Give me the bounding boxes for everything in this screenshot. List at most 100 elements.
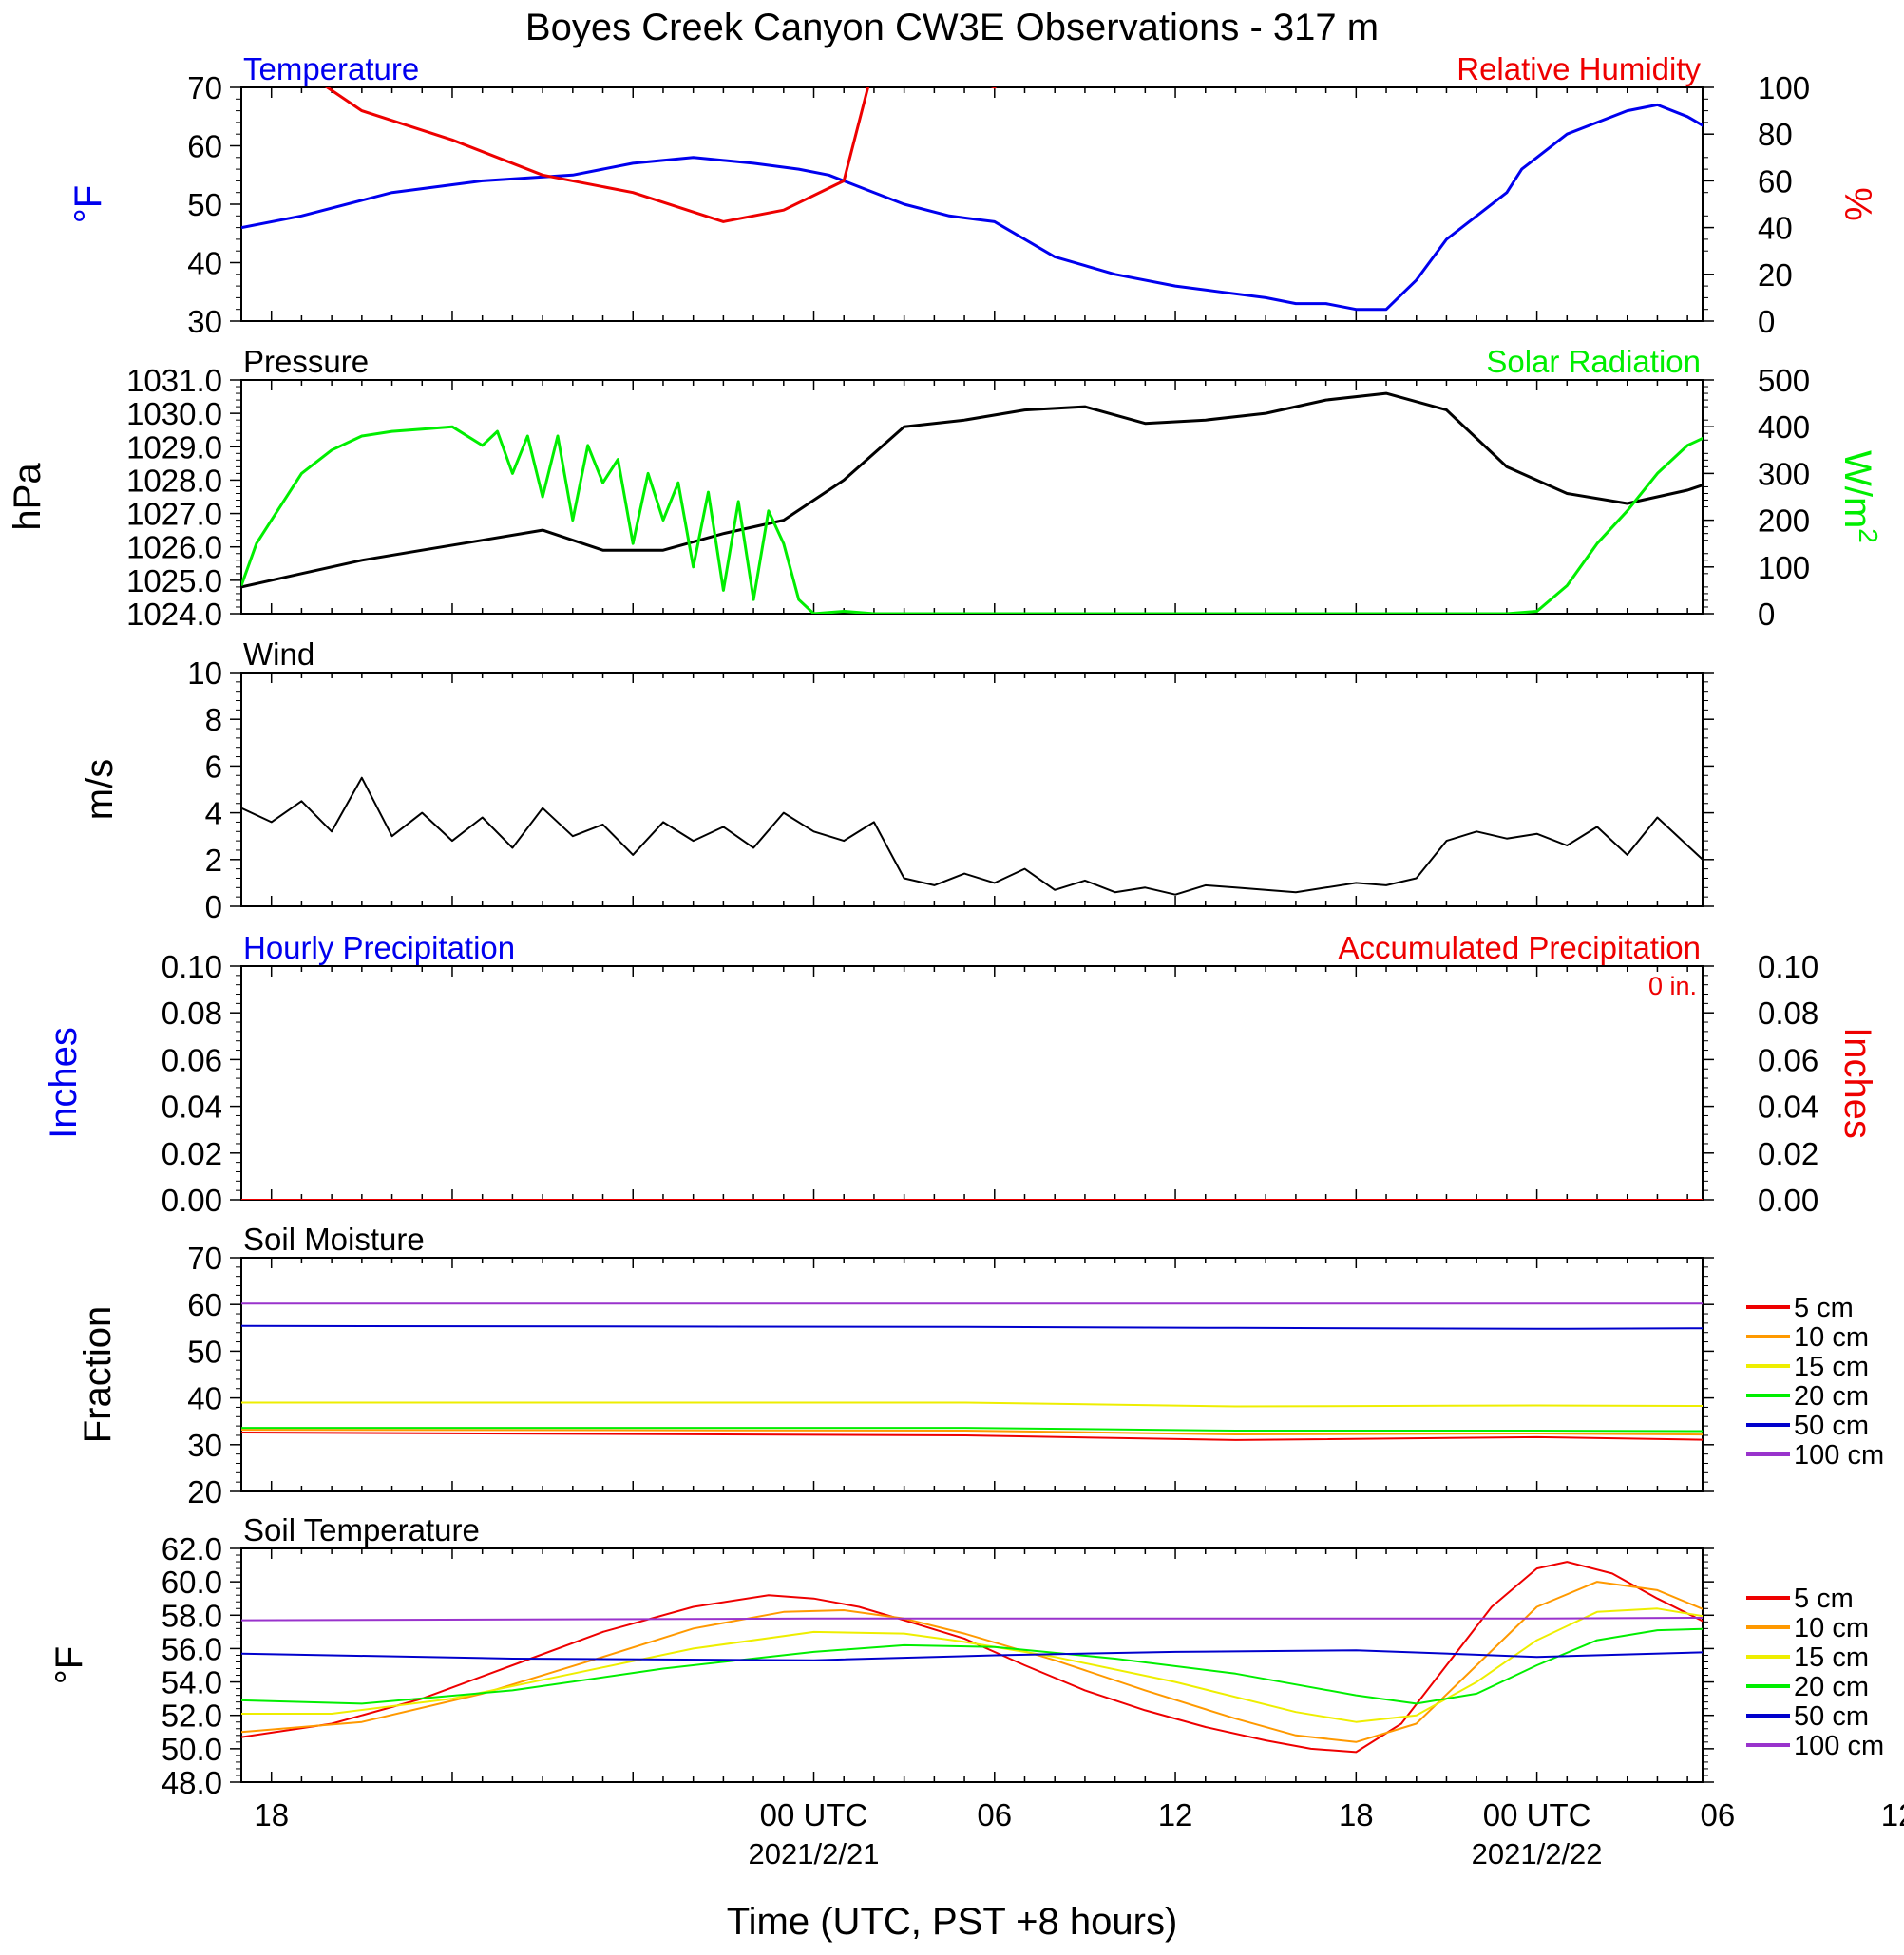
series-group xyxy=(241,776,1703,896)
legend-label: 20 cm xyxy=(1794,1672,1869,1702)
y-tick-label: 62.0 xyxy=(162,1531,222,1566)
series-group xyxy=(241,87,1703,312)
y-axis-label-left: Fraction xyxy=(77,1306,119,1444)
y-right-tick-label: 0 xyxy=(1758,597,1775,632)
legend-label: 10 cm xyxy=(1794,1322,1869,1353)
series-group xyxy=(241,1561,1703,1754)
y-tick-label: 0.08 xyxy=(162,996,222,1031)
panel-title-left: Soil Temperature xyxy=(243,1512,480,1547)
panel-title-left: Wind xyxy=(243,636,314,672)
y-tick-label: 2 xyxy=(205,843,222,878)
legend-label: 15 cm xyxy=(1794,1352,1869,1382)
y-right-tick-label: 300 xyxy=(1758,456,1810,491)
y-right-tick-label: 60 xyxy=(1758,163,1793,199)
y-right-tick-label: 0.06 xyxy=(1758,1042,1818,1077)
y-tick-label: 30 xyxy=(187,1428,222,1463)
y-axis-label-right: Inches xyxy=(1837,1027,1878,1139)
y-tick-label: 1028.0 xyxy=(126,463,222,498)
y-tick-label: 8 xyxy=(205,702,222,737)
x-tick-date: 2021/2/21 xyxy=(749,1837,880,1870)
legend-label: 50 cm xyxy=(1794,1411,1869,1441)
y-right-tick-label: 100 xyxy=(1758,70,1810,105)
y-tick-label: 60.0 xyxy=(162,1565,222,1600)
y-tick-label: 40 xyxy=(187,246,222,281)
plot-frame xyxy=(240,672,1704,907)
panel-title-left: Hourly Precipitation xyxy=(243,930,515,965)
legend-label: 20 cm xyxy=(1794,1381,1869,1412)
series-line-20-cm xyxy=(241,1427,1703,1433)
panel-precip: 0.00 0.02 0.04 0.06 0.08 0.10 0.00 0.02 0.04 0.06… xyxy=(43,930,1878,1218)
y-right-tick-label: 0 xyxy=(1758,304,1775,339)
series-line-5-cm xyxy=(241,1432,1703,1441)
y-tick-label: 48.0 xyxy=(162,1765,222,1800)
y-tick-label: 52.0 xyxy=(162,1699,222,1734)
y-tick-label: 56.0 xyxy=(162,1631,222,1666)
y-right-tick-label: 0.00 xyxy=(1758,1183,1818,1218)
series-line-50-cm xyxy=(241,1324,1703,1330)
y-right-tick-label: 200 xyxy=(1758,503,1810,539)
series-line-15-cm xyxy=(241,1607,1703,1723)
y-axis-label-right: W/m2 xyxy=(1837,450,1884,543)
y-axis-label-left: °F xyxy=(48,1646,90,1684)
y-tick-label: 6 xyxy=(205,749,222,784)
x-tick-label: 18 xyxy=(1339,1797,1374,1832)
panel-soil_moisture: 20 30 40 50 60 70 Soil Moisture Fraction 5 cm10 … xyxy=(77,1222,1884,1509)
y-tick-label: 0.10 xyxy=(162,949,222,984)
y-tick-label: 10 xyxy=(187,655,222,691)
y-tick-label: 1026.0 xyxy=(126,530,222,565)
x-tick-label: 00 UTC xyxy=(1483,1797,1591,1832)
y-tick-label: 70 xyxy=(187,70,222,105)
y-right-tick-label: 0.08 xyxy=(1758,996,1818,1031)
y-tick-label: 1031.0 xyxy=(126,363,222,398)
x-tick-date: 2021/2/22 xyxy=(1472,1837,1603,1870)
legend-label: 100 cm xyxy=(1794,1440,1884,1471)
y-right-tick-label: 40 xyxy=(1758,211,1793,246)
y-tick-label: 0.04 xyxy=(162,1090,222,1125)
x-tick-label: 06 xyxy=(977,1797,1012,1832)
y-right-tick-label: 80 xyxy=(1758,117,1793,152)
legend-label: 10 cm xyxy=(1794,1613,1869,1643)
series-line-5-cm xyxy=(241,1561,1703,1754)
x-tick-label: 12 xyxy=(1881,1797,1904,1832)
panel-title-right: Accumulated Precipitation xyxy=(1338,930,1701,965)
y-axis-label-left: hPa xyxy=(7,463,48,531)
plot-frame xyxy=(240,86,1704,322)
y-right-tick-label: 400 xyxy=(1758,409,1810,445)
x-tick-label: 12 xyxy=(1158,1797,1193,1832)
series-line-pressure_solar-1 xyxy=(241,425,1703,614)
series-line-wind-0 xyxy=(241,776,1703,896)
panel-title-left: Soil Moisture xyxy=(243,1222,425,1257)
series-group xyxy=(241,1302,1703,1441)
y-axis-label-left: °F xyxy=(67,185,109,223)
series-line-100-cm xyxy=(241,1616,1703,1622)
series-group xyxy=(241,391,1703,614)
y-tick-label: 0.06 xyxy=(162,1042,222,1077)
series-line-10-cm xyxy=(241,1429,1703,1436)
y-tick-label: 54.0 xyxy=(162,1665,222,1700)
series-line-50-cm xyxy=(241,1649,1703,1661)
series-line-15-cm xyxy=(241,1401,1703,1408)
y-tick-label: 4 xyxy=(205,796,222,831)
legend-label: 15 cm xyxy=(1794,1642,1869,1673)
y-tick-label: 1029.0 xyxy=(126,429,222,465)
panel-soil_temp: 48.050.052.054.056.058.060.062.0 Soil Tem… xyxy=(48,1512,1904,1870)
y-tick-label: 0.00 xyxy=(162,1183,222,1218)
panel-wind: 0 2 4 6 8 10 Wind m/s xyxy=(79,636,1714,924)
x-axis-label: Time (UTC, PST +8 hours) xyxy=(727,1901,1178,1943)
y-right-tick-label: 500 xyxy=(1758,363,1810,398)
legend-label: 5 cm xyxy=(1794,1584,1854,1614)
y-right-tick-label: 100 xyxy=(1758,550,1810,585)
series-line-temp_rh-1 xyxy=(324,87,998,223)
x-tick-label: 06 xyxy=(1700,1797,1735,1832)
y-tick-label: 50 xyxy=(187,1334,222,1369)
y-tick-label: 60 xyxy=(187,1287,222,1322)
y-tick-label: 1030.0 xyxy=(126,396,222,431)
y-tick-label: 1025.0 xyxy=(126,563,222,598)
y-right-tick-label: 20 xyxy=(1758,257,1793,293)
legend-label: 50 cm xyxy=(1794,1701,1869,1732)
legend-label: 100 cm xyxy=(1794,1731,1884,1761)
series-line-temp_rh-0 xyxy=(241,103,1703,312)
series-line-20-cm xyxy=(241,1627,1703,1705)
y-axis-label-right: % xyxy=(1837,187,1878,221)
